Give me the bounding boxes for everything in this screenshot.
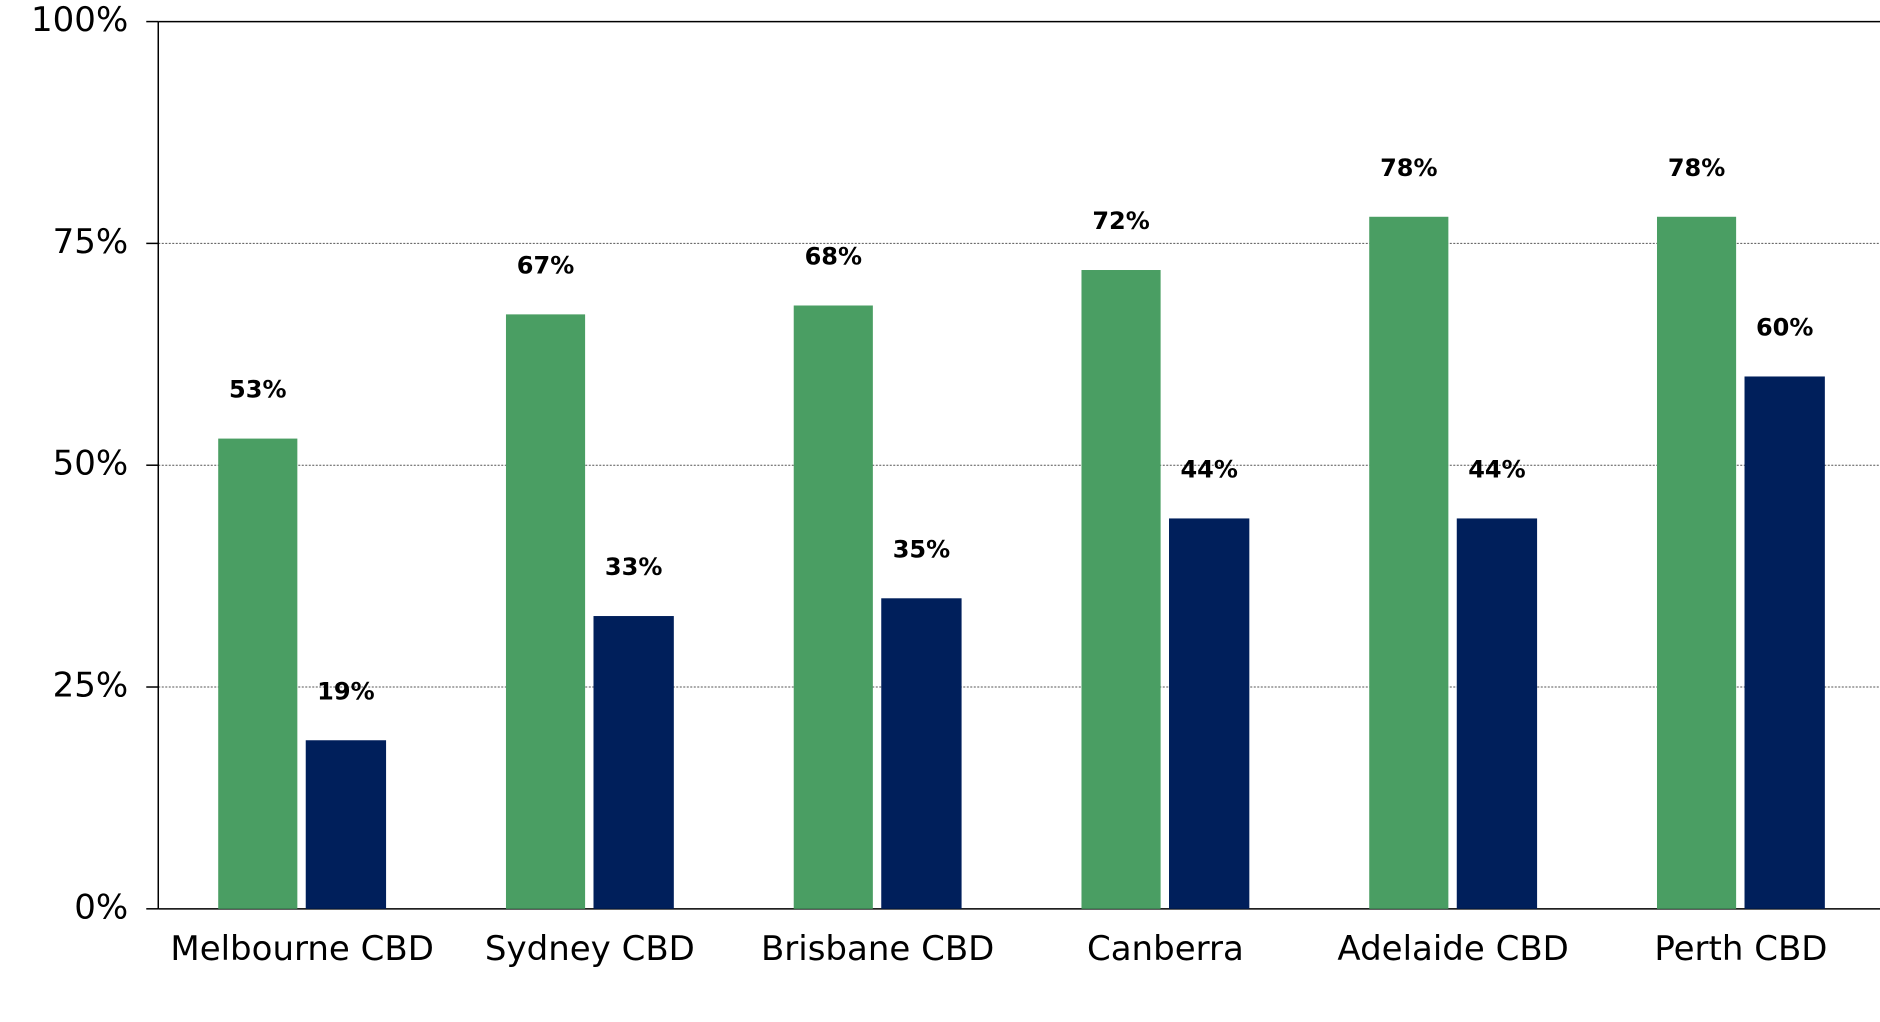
data-label: 44% [1468, 455, 1525, 483]
data-label: 35% [893, 535, 950, 563]
bar [593, 616, 674, 909]
bar [1656, 216, 1737, 909]
y-tick-label: 0% [74, 887, 128, 927]
bar [218, 438, 298, 909]
bar [1169, 518, 1250, 909]
y-tick-label: 75% [53, 222, 129, 262]
x-tick-label: Canberra [1086, 928, 1244, 969]
x-tick-label: Perth CBD [1654, 928, 1828, 969]
bar [1744, 376, 1825, 909]
x-tick-label: Sydney CBD [484, 928, 695, 969]
x-tick-label: Melbourne CBD [170, 928, 434, 969]
data-label: 78% [1380, 154, 1437, 182]
data-label: 19% [317, 677, 374, 705]
data-label: 33% [605, 553, 662, 581]
bar [1081, 270, 1161, 909]
bar [881, 598, 962, 909]
data-label: 68% [805, 243, 862, 271]
y-tick-label: 50% [53, 444, 129, 484]
bar [305, 740, 387, 909]
data-label: 78% [1668, 154, 1725, 182]
bar [505, 314, 586, 909]
bar [1369, 216, 1449, 909]
data-label: 53% [229, 376, 286, 404]
bar [793, 305, 873, 909]
x-tick-label: Adelaide CBD [1337, 928, 1569, 969]
bar [1456, 518, 1538, 909]
data-label: 60% [1756, 313, 1813, 341]
data-label: 67% [517, 251, 574, 279]
y-tick-label: 100% [31, 0, 128, 40]
data-label: 72% [1092, 207, 1149, 235]
data-label: 44% [1180, 455, 1237, 483]
y-tick-label: 25% [53, 666, 129, 706]
x-tick-label: Brisbane CBD [760, 928, 995, 969]
